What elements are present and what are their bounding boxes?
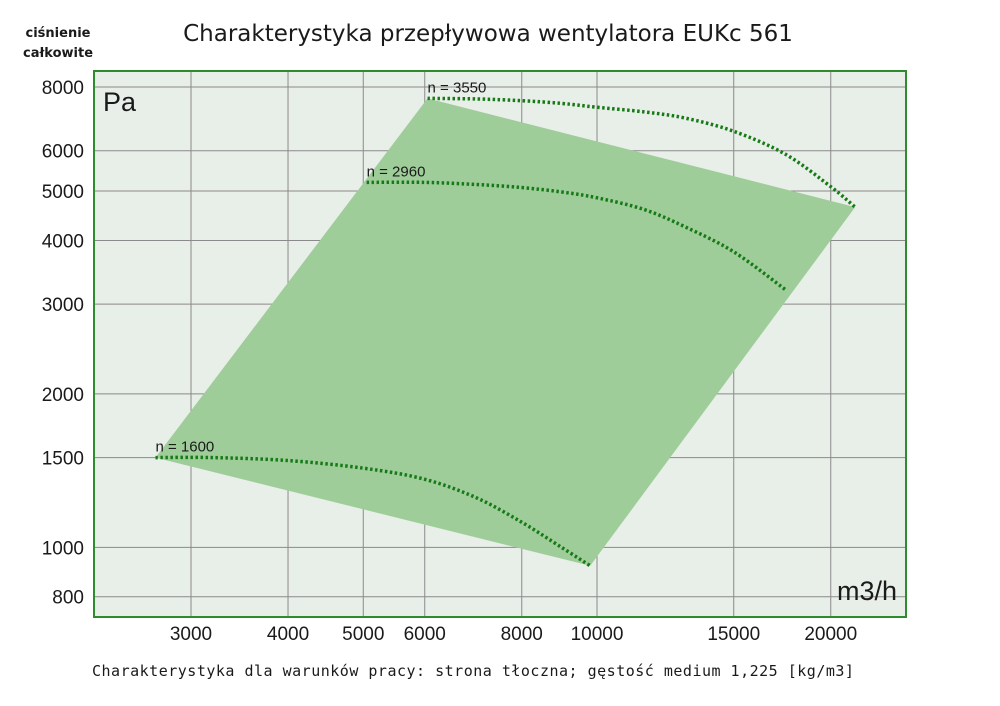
y-tick-label: 800 [52, 588, 84, 609]
fan-curve-3 [427, 96, 857, 209]
y-axis-label-line2: całkowite [23, 46, 93, 61]
footnote: Charakterystyka dla warunków pracy: stro… [92, 662, 854, 680]
x-tick-label: 10000 [571, 624, 624, 645]
y-tick-label: 5000 [42, 182, 84, 203]
x-tick-label: 6000 [404, 624, 446, 645]
y-tick-label: 4000 [42, 231, 84, 252]
y-axis-label-line1: ciśnienie [26, 26, 91, 41]
x-tick-label: 4000 [267, 624, 309, 645]
x-unit-label: m3/h [837, 576, 897, 606]
fan-curves [155, 96, 857, 568]
y-tick-label: 8000 [42, 78, 84, 99]
plot-frame [93, 70, 907, 618]
chart-title: Charakterystyka przepływowa wentylatora … [183, 21, 793, 47]
fan-curve-2 [366, 180, 787, 292]
fan-curve-1 [155, 455, 592, 568]
operating-area [155, 98, 856, 566]
y-unit-label: Pa [103, 87, 137, 117]
y-tick-labels: 800 1000 1500 2000 3000 4000 5000 6000 8000 [42, 78, 84, 609]
x-tick-label: 3000 [170, 624, 212, 645]
curve-label-1: n = 1600 [155, 439, 214, 456]
x-tick-labels: 3000 4000 5000 6000 8000 10000 15000 20000 [170, 624, 857, 645]
curve-label-3: n = 3550 [428, 79, 487, 96]
y-tick-label: 2000 [42, 385, 84, 406]
y-tick-label: 1000 [42, 538, 84, 559]
curve-labels: n = 1600 n = 2960 n = 3550 [155, 79, 486, 455]
x-tick-label: 20000 [804, 624, 857, 645]
y-tick-label: 3000 [42, 295, 84, 316]
curve-label-2: n = 2960 [367, 163, 426, 180]
y-tick-label: 6000 [42, 142, 84, 163]
x-tick-label: 8000 [501, 624, 543, 645]
x-tick-label: 15000 [707, 624, 760, 645]
y-tick-label: 1500 [42, 449, 84, 470]
x-tick-label: 5000 [342, 624, 384, 645]
